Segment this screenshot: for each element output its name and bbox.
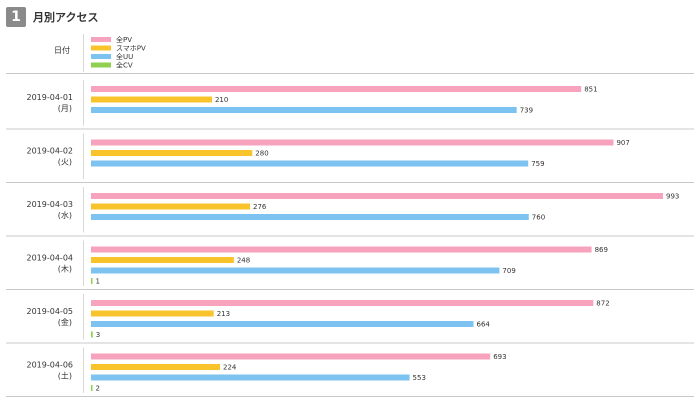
bar [91,300,594,306]
bar-value-label: 3 [96,331,100,339]
legend-label: スマホPV [116,45,146,53]
row-date-label: 2019-04-05 [27,307,74,316]
bar [91,96,212,103]
legend-label: 全UU [116,52,133,61]
bar-value-label: 1 [96,278,100,286]
row-date-label: 2019-04-01 [27,93,74,102]
row-weekday-label: (木) [58,263,72,273]
bar-value-label: 210 [215,96,228,104]
bar [91,374,410,381]
bar [91,139,614,146]
legend-swatch [91,45,111,51]
bar-value-label: 709 [502,267,515,275]
section-title: 月別アクセス [33,11,99,24]
legend-label: 全CV [116,61,133,70]
row-weekday-label: (土) [58,370,72,380]
bar [91,310,214,317]
bar-value-label: 248 [237,257,250,265]
bar [91,86,582,92]
row-weekday-label: (金) [58,317,72,327]
section-number-badge: 1 [6,7,26,27]
bar [91,107,517,113]
bar-value-label: 276 [253,203,267,211]
bar-value-label: 993 [666,193,679,201]
row-date-label: 2019-04-06 [27,360,74,369]
row-weekday-label: (月) [58,104,72,113]
bar-value-label: 213 [217,310,230,318]
bar-value-label: 869 [595,246,608,254]
bar-value-label: 907 [616,139,629,147]
bar [91,364,221,370]
bar-value-label: 759 [531,160,544,168]
legend-swatch [91,54,111,59]
bar-value-label: 664 [476,321,490,329]
bar-value-label: 280 [255,150,268,158]
bar-value-label: 224 [223,364,237,372]
row-weekday-label: (火) [58,157,72,166]
bar [91,331,93,338]
bar [91,214,529,220]
date-column-header: 日付 [54,45,70,55]
bar-value-label: 851 [584,86,597,94]
row-weekday-label: (水) [58,210,72,220]
bar [91,321,474,327]
bar-value-label: 553 [413,374,426,382]
bar [91,150,253,156]
row-date-label: 2019-04-03 [27,200,74,209]
bar [91,160,529,167]
row-date-label: 2019-04-04 [27,253,74,262]
row-date-label: 2019-04-02 [27,146,74,155]
bar [91,385,93,391]
bar-value-label: 693 [493,353,506,361]
legend-label: 全PV [116,35,132,44]
bar [91,203,250,210]
section-header: 1 月別アクセス [6,6,98,28]
bar-value-label: 739 [520,107,533,115]
legend-swatch [91,37,111,42]
legend-swatch [91,62,111,68]
bar [91,257,234,263]
bar-value-label: 2 [96,385,100,393]
bar [91,267,500,274]
bar [91,193,663,199]
bar [91,278,93,284]
bar-value-label: 872 [596,300,609,308]
bar-value-label: 760 [532,214,545,222]
bar [91,246,592,253]
bar [91,353,491,360]
